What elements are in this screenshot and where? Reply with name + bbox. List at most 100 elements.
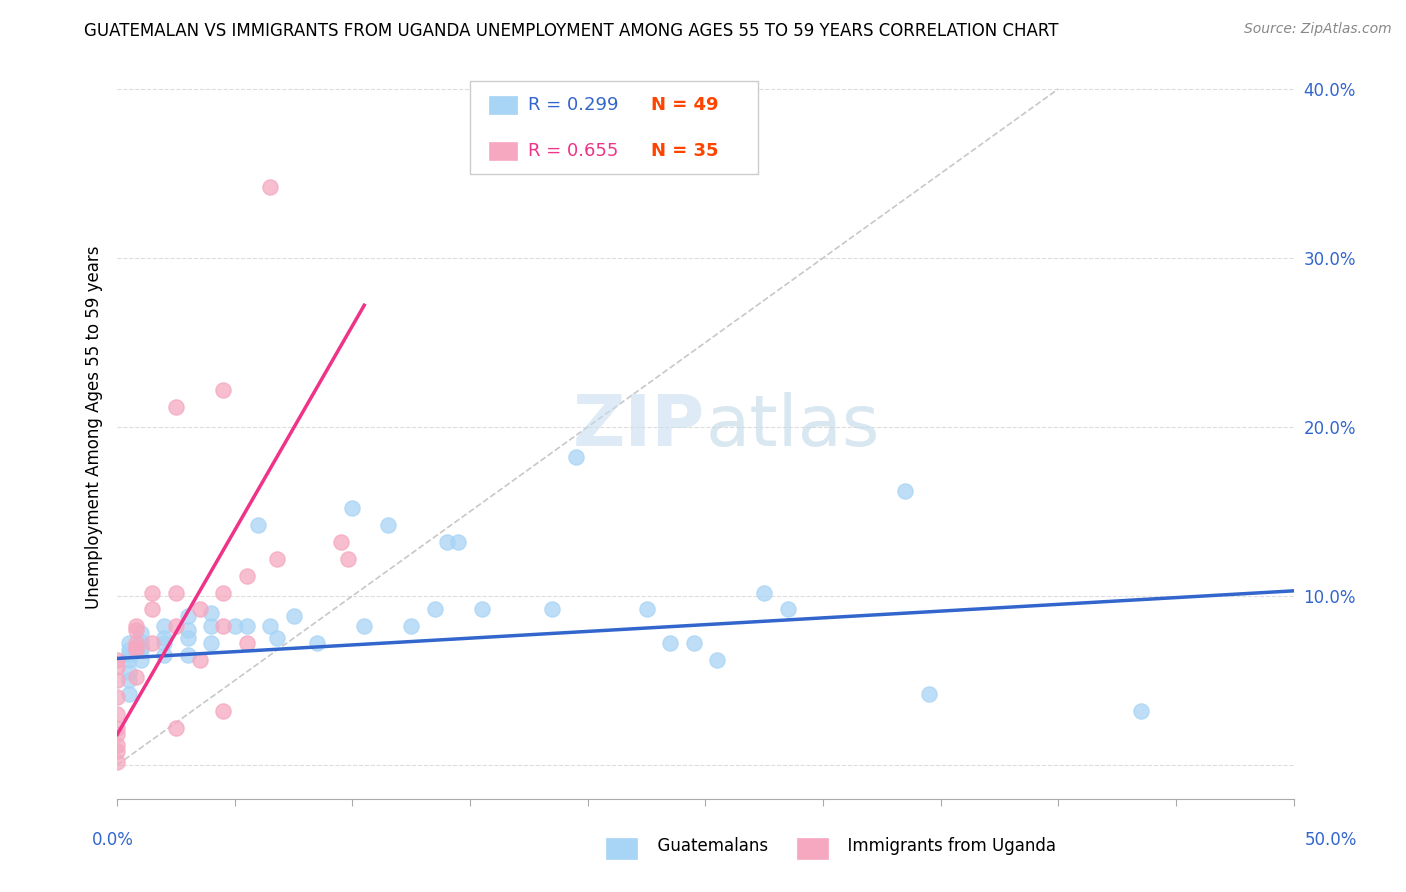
Point xyxy=(118,643,141,657)
Point xyxy=(105,755,128,769)
Text: Source: ZipAtlas.com: Source: ZipAtlas.com xyxy=(1244,22,1392,37)
Point xyxy=(235,619,257,633)
Text: GUATEMALAN VS IMMIGRANTS FROM UGANDA UNEMPLOYMENT AMONG AGES 55 TO 59 YEARS CORR: GUATEMALAN VS IMMIGRANTS FROM UGANDA UNE… xyxy=(84,22,1059,40)
Point xyxy=(118,673,141,688)
Point xyxy=(125,670,148,684)
Point xyxy=(125,640,148,654)
Point xyxy=(177,631,200,645)
Point xyxy=(165,585,187,599)
Point xyxy=(125,643,148,657)
Point xyxy=(118,665,141,679)
Point xyxy=(636,602,658,616)
Point xyxy=(776,602,799,616)
Point xyxy=(212,704,235,718)
Point xyxy=(129,643,152,657)
Point xyxy=(266,551,288,566)
Point xyxy=(259,619,281,633)
Point xyxy=(235,636,257,650)
Point xyxy=(659,636,682,650)
FancyBboxPatch shape xyxy=(470,81,758,174)
Point xyxy=(118,653,141,667)
Text: atlas: atlas xyxy=(706,392,880,461)
Point xyxy=(224,619,246,633)
Point xyxy=(894,484,917,499)
Point xyxy=(118,687,141,701)
FancyBboxPatch shape xyxy=(489,96,517,114)
Text: R = 0.299: R = 0.299 xyxy=(527,96,619,114)
Point xyxy=(377,517,399,532)
Point xyxy=(200,606,222,620)
Point xyxy=(165,400,187,414)
Point xyxy=(1129,704,1152,718)
Y-axis label: Unemployment Among Ages 55 to 59 years: Unemployment Among Ages 55 to 59 years xyxy=(86,245,103,608)
Point xyxy=(129,626,152,640)
Point xyxy=(259,180,281,194)
Point xyxy=(105,673,128,688)
Point xyxy=(471,602,494,616)
Point xyxy=(129,653,152,667)
Text: 50.0%: 50.0% xyxy=(1305,831,1357,849)
Point xyxy=(212,383,235,397)
FancyBboxPatch shape xyxy=(489,142,517,160)
Point xyxy=(706,653,728,667)
Text: N = 49: N = 49 xyxy=(651,96,718,114)
Point xyxy=(188,653,211,667)
Point xyxy=(401,619,423,633)
Point xyxy=(307,636,329,650)
Point xyxy=(336,551,359,566)
Point xyxy=(153,631,176,645)
Point xyxy=(105,738,128,752)
Point xyxy=(177,648,200,662)
Text: N = 35: N = 35 xyxy=(651,142,718,160)
Point xyxy=(353,619,375,633)
Point xyxy=(436,534,458,549)
Point xyxy=(177,623,200,637)
Point xyxy=(200,636,222,650)
Point xyxy=(682,636,704,650)
Point xyxy=(125,619,148,633)
Point xyxy=(565,450,588,465)
Point xyxy=(165,721,187,735)
Point xyxy=(105,660,128,674)
Point xyxy=(212,619,235,633)
Point xyxy=(141,602,163,616)
Point xyxy=(129,634,152,648)
Point xyxy=(141,636,163,650)
Point xyxy=(177,609,200,624)
Point xyxy=(105,690,128,705)
Point xyxy=(105,744,128,758)
Point xyxy=(188,602,211,616)
Text: Immigrants from Uganda: Immigrants from Uganda xyxy=(837,837,1056,855)
Point xyxy=(212,585,235,599)
Point xyxy=(105,727,128,741)
Point xyxy=(118,648,141,662)
Point xyxy=(342,501,364,516)
Point xyxy=(235,568,257,582)
Point xyxy=(129,640,152,654)
Point xyxy=(329,534,352,549)
Point xyxy=(247,517,270,532)
Text: 0.0%: 0.0% xyxy=(91,831,134,849)
Point xyxy=(541,602,564,616)
Point xyxy=(447,534,470,549)
Point xyxy=(200,619,222,633)
Point xyxy=(105,721,128,735)
Point xyxy=(125,623,148,637)
Point xyxy=(754,585,776,599)
Point xyxy=(105,707,128,722)
Point xyxy=(141,585,163,599)
Point xyxy=(165,619,187,633)
Point xyxy=(266,631,288,645)
Point xyxy=(283,609,305,624)
Text: R = 0.655: R = 0.655 xyxy=(527,142,619,160)
Point xyxy=(153,648,176,662)
Text: ZIP: ZIP xyxy=(574,392,706,461)
Point xyxy=(125,636,148,650)
Point xyxy=(153,636,176,650)
Text: Guatemalans: Guatemalans xyxy=(647,837,768,855)
Point xyxy=(105,653,128,667)
Point xyxy=(118,636,141,650)
Point xyxy=(153,619,176,633)
Point xyxy=(423,602,446,616)
Point xyxy=(918,687,941,701)
